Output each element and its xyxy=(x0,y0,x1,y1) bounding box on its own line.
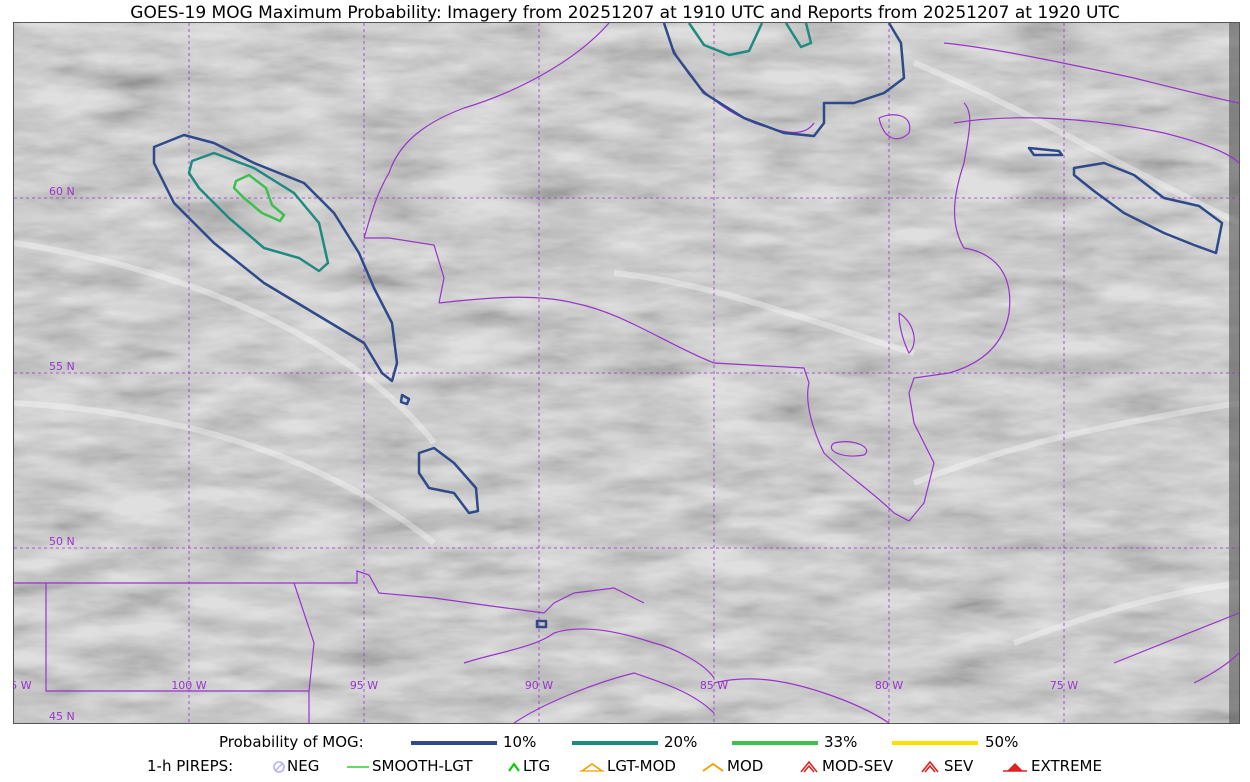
pirep-neg-label: NEG xyxy=(287,757,320,775)
mod-caret-icon xyxy=(702,762,724,772)
contour-20pct xyxy=(687,22,764,57)
mod-sev-caret-icon xyxy=(800,760,818,773)
lat-labels: 60 N 55 N 50 N 45 N xyxy=(49,185,75,723)
probability-10pct-swatch xyxy=(411,741,497,745)
lat-lon-grid xyxy=(14,23,1239,723)
contour-10pct xyxy=(417,446,480,515)
lon-label: 80 W xyxy=(875,679,903,692)
probability-contours xyxy=(152,22,1224,629)
pirep-mod-label: MOD xyxy=(727,757,764,775)
ltg-caret-icon xyxy=(508,762,520,772)
probability-50pct-swatch xyxy=(892,741,978,745)
pirep-ltg-label: LTG xyxy=(523,757,551,775)
pirep-smooth-lgt-label: SMOOTH-LGT xyxy=(372,757,473,775)
pirep-lgt-mod-label: LGT-MOD xyxy=(607,757,676,775)
contour-33pct xyxy=(232,173,286,223)
lat-label: 45 N xyxy=(49,710,75,723)
probability-33pct-swatch xyxy=(732,741,818,745)
probability-33pct-label: 33% xyxy=(824,733,858,751)
pirep-sev-label: SEV xyxy=(944,757,974,775)
lgt-mod-caret-icon xyxy=(580,763,604,772)
lon-label: 90 W xyxy=(525,679,553,692)
lon-label: 85 W xyxy=(700,679,728,692)
probability-10pct-label: 10% xyxy=(503,733,537,751)
boundaries xyxy=(14,22,1240,724)
lon-label: 75 W xyxy=(1050,679,1078,692)
contour-20pct xyxy=(784,22,813,49)
cloud-streaks xyxy=(13,60,1241,646)
lon-label: 105 W xyxy=(14,679,32,692)
probability-20pct-swatch xyxy=(572,741,658,745)
pireps-legend-label: 1-h PIREPS: xyxy=(147,757,234,775)
lon-labels: 105 W 100 W 95 W 90 W 85 W 80 W 75 W xyxy=(0,679,1078,692)
lon-label: 100 W xyxy=(171,679,206,692)
pireps-legend: 1-h PIREPS: NEG SMOOTH-LGT LTG LGT-MOD M… xyxy=(0,756,1250,776)
pirep-extreme-label: EXTREME xyxy=(1031,757,1102,775)
satellite-map: 60 N 55 N 50 N 45 N 105 W 100 W 95 W 90 … xyxy=(0,22,1241,724)
contour-10pct xyxy=(152,133,399,383)
pirep-mod-sev-label: MOD-SEV xyxy=(822,757,893,775)
smooth-lgt-line-icon xyxy=(347,766,369,768)
contour-10pct xyxy=(662,22,906,138)
lat-label: 60 N xyxy=(49,185,75,198)
probability-legend: Probability of MOG: 10% 20% 33% 50% xyxy=(0,732,1250,752)
probability-legend-label: Probability of MOG: xyxy=(219,733,364,751)
lat-label: 50 N xyxy=(49,535,75,548)
contour-10pct xyxy=(1072,161,1224,255)
neg-circle-icon xyxy=(273,761,285,773)
lon-label: 95 W xyxy=(350,679,378,692)
chart-title: GOES-19 MOG Maximum Probability: Imagery… xyxy=(130,3,1120,23)
contour-10pct xyxy=(1027,146,1064,157)
extreme-caret-icon xyxy=(1003,763,1027,772)
lat-label: 55 N xyxy=(49,360,75,373)
sev-caret-icon xyxy=(921,760,939,773)
contour-10pct xyxy=(535,619,548,629)
probability-20pct-label: 20% xyxy=(664,733,698,751)
probability-50pct-label: 50% xyxy=(985,733,1019,751)
map-svg: 60 N 55 N 50 N 45 N 105 W 100 W 95 W 90 … xyxy=(0,22,1241,724)
contour-20pct xyxy=(187,151,330,273)
contour-10pct xyxy=(399,393,411,406)
